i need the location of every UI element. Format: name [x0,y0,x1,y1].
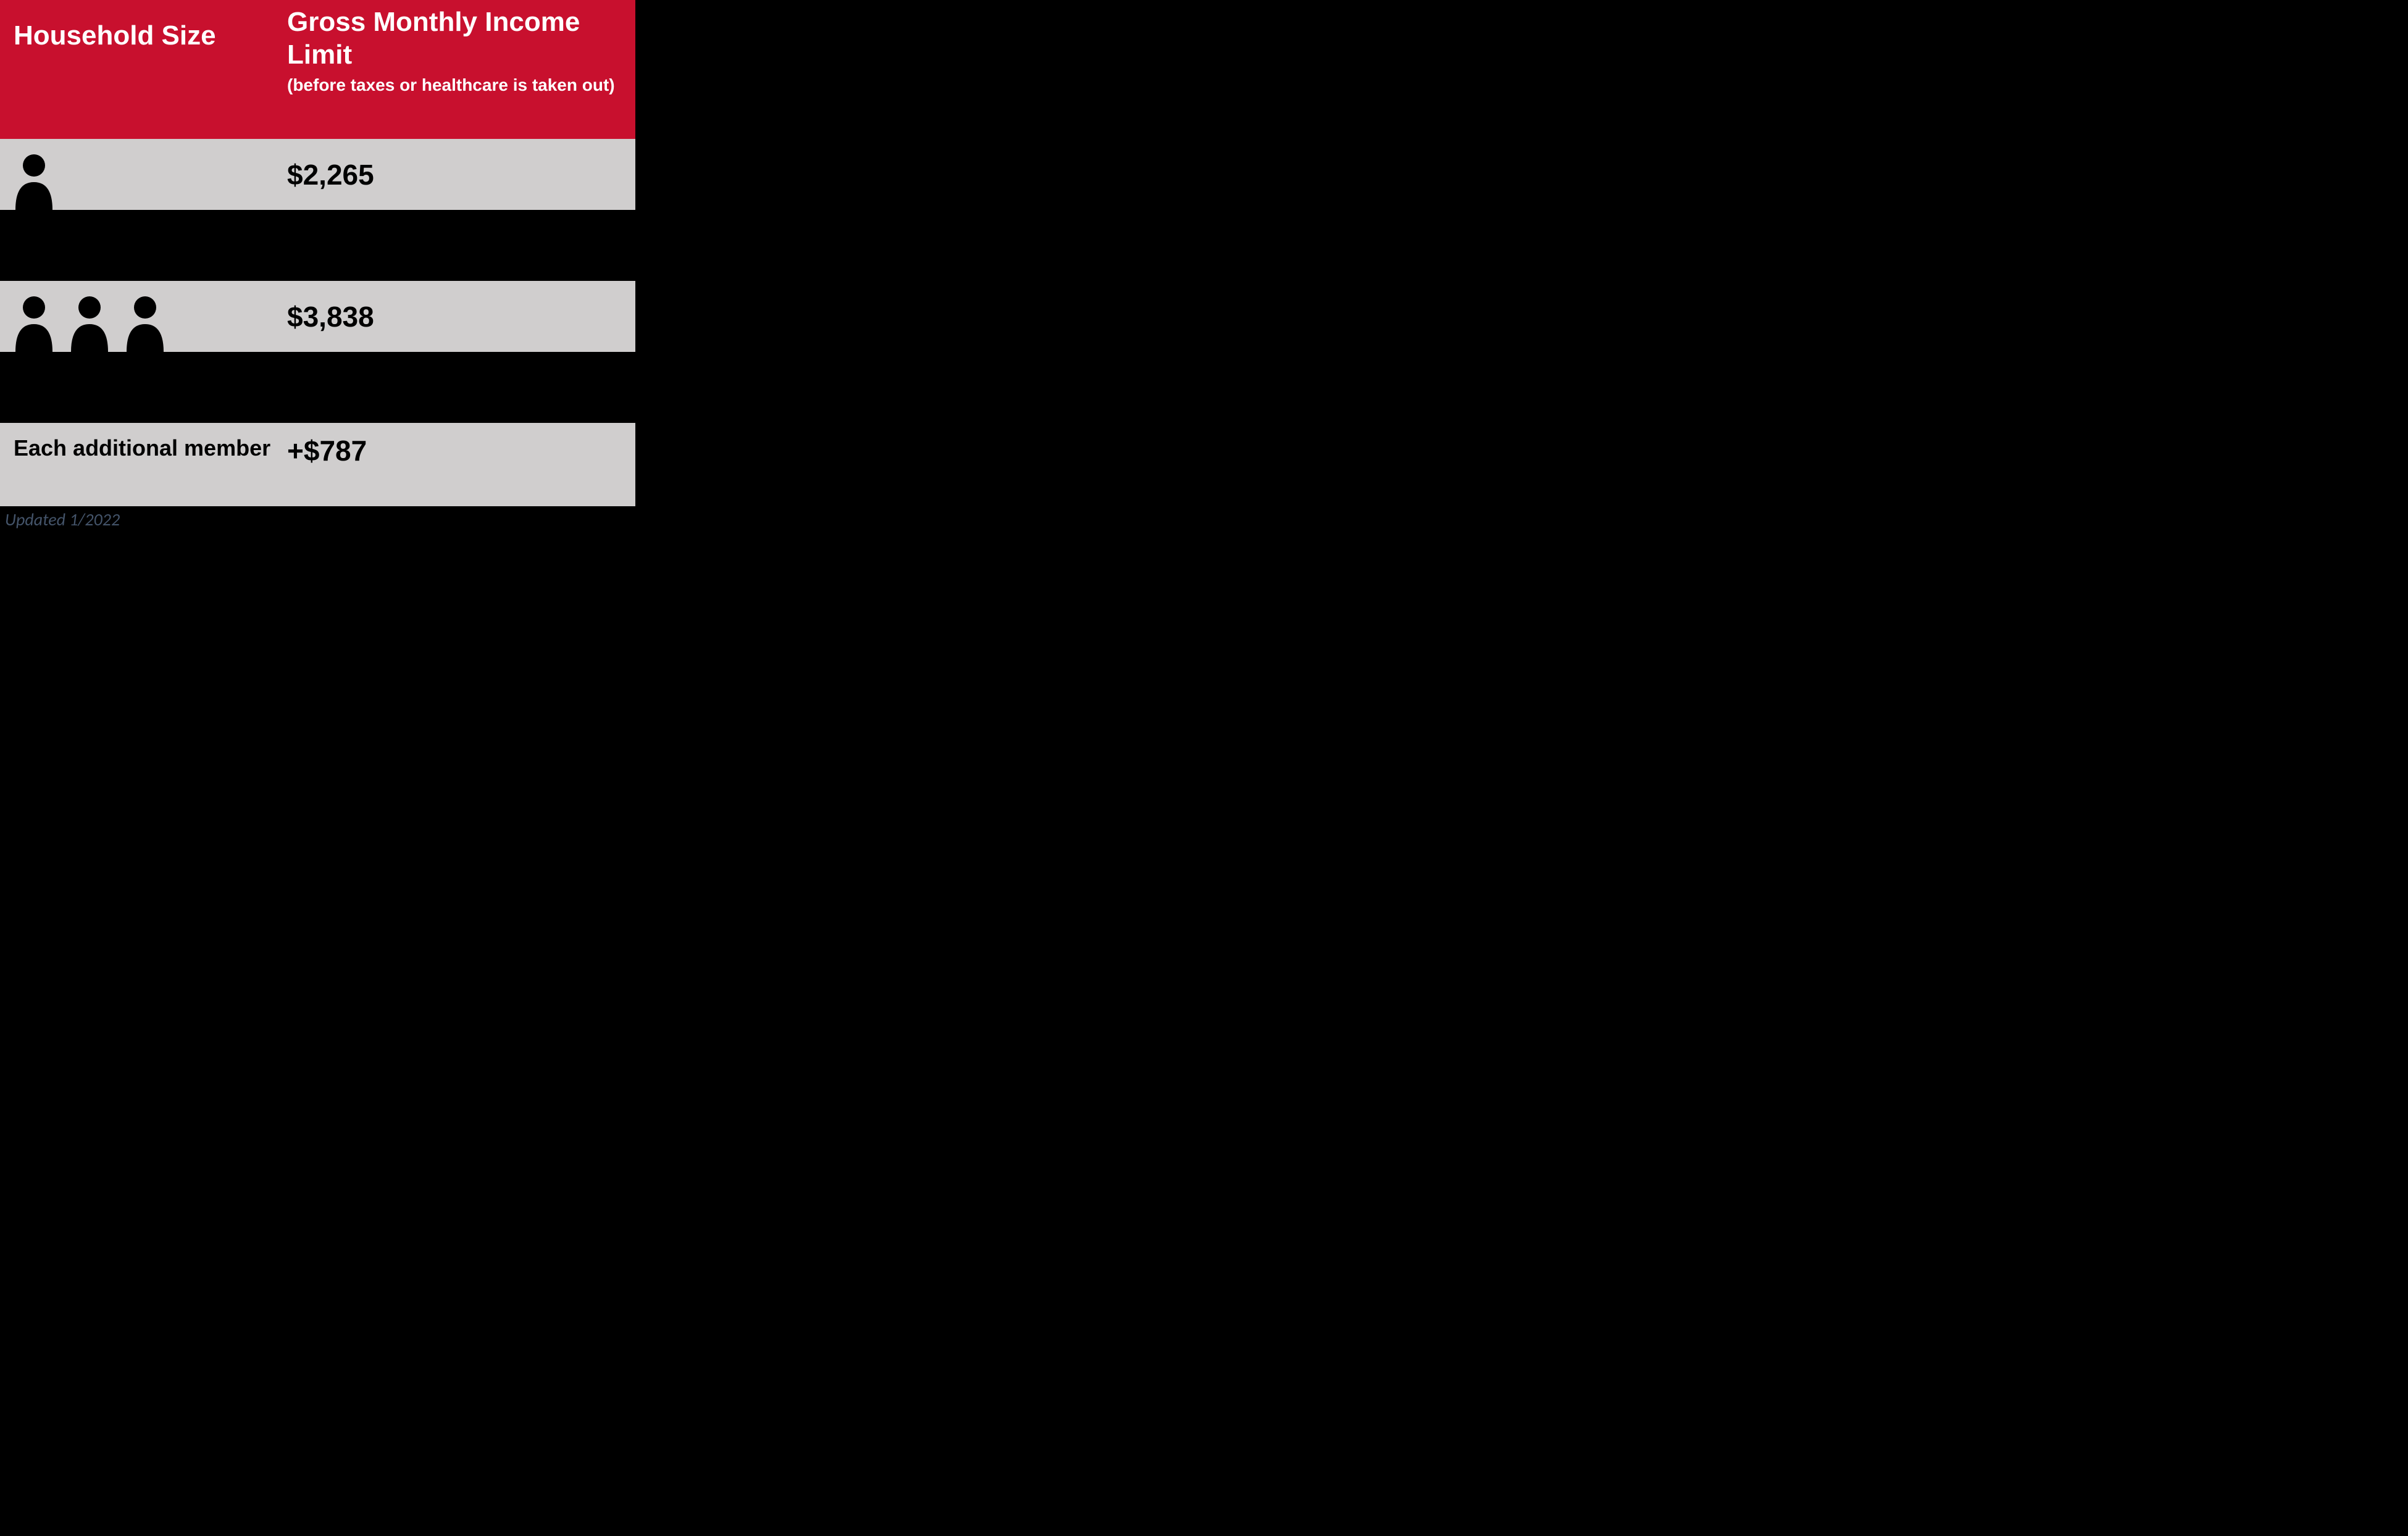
table-row: $3,052 [0,210,635,281]
table-row: $2,265 [0,139,635,210]
income-value: $2,265 [284,158,635,191]
person-icon [62,361,117,423]
additional-member-value: +$787 [284,434,635,467]
person-icons-4 [6,352,228,423]
updated-date: Updated 1/2022 [0,506,926,530]
person-icon [173,361,228,423]
household-icon-cell [0,139,284,210]
table-header-row: Household Size Gross Monthly Income Limi… [0,0,635,139]
header-income-main: Gross Monthly Income Limit [287,7,580,70]
person-icon [6,290,62,352]
table-row: $4,625 [0,352,635,423]
person-icon [117,361,173,423]
income-value: $4,625 [284,371,635,404]
income-value: $3,838 [284,300,635,333]
household-icon-cell [0,352,284,423]
household-icon-cell [0,210,284,281]
additional-member-label: Each additional member [0,434,284,462]
person-icon [117,290,173,352]
header-income-sub: (before taxes or healthcare is taken out… [287,74,623,96]
household-icon-cell [0,281,284,352]
income-value: $3,052 [284,229,635,262]
person-icon [6,148,62,210]
additional-member-row: Each additional member +$787 [0,423,635,506]
person-icons-1 [6,139,62,210]
income-limit-table: Household Size Gross Monthly Income Limi… [0,0,635,506]
person-icons-3 [6,281,173,352]
person-icon [6,361,62,423]
header-household-size: Household Size [0,0,284,139]
person-icon [62,219,117,281]
table-row: $3,838 [0,281,635,352]
header-income-limit: Gross Monthly Income Limit (before taxes… [284,0,635,139]
person-icons-2 [6,210,117,281]
person-icon [6,219,62,281]
person-icon [62,290,117,352]
